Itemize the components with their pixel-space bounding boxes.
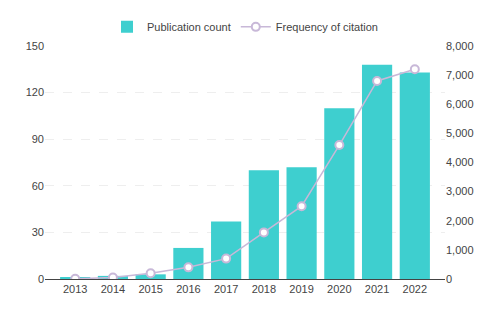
svg-text:2018: 2018 [252, 283, 276, 295]
svg-text:3,000: 3,000 [446, 185, 474, 197]
svg-text:2016: 2016 [176, 283, 200, 295]
svg-text:2022: 2022 [403, 283, 427, 295]
svg-text:2015: 2015 [138, 283, 162, 295]
svg-text:2020: 2020 [327, 283, 351, 295]
svg-text:2014: 2014 [101, 283, 125, 295]
svg-text:1,000: 1,000 [446, 244, 474, 256]
svg-text:2013: 2013 [63, 283, 87, 295]
svg-text:Publication count: Publication count [147, 21, 231, 33]
svg-text:0: 0 [446, 273, 452, 285]
svg-text:150: 150 [26, 40, 44, 52]
svg-text:30: 30 [32, 226, 44, 238]
svg-text:2017: 2017 [214, 283, 238, 295]
svg-text:2,000: 2,000 [446, 215, 474, 227]
svg-text:4,000: 4,000 [446, 156, 474, 168]
svg-text:5,000: 5,000 [446, 127, 474, 139]
svg-text:6,000: 6,000 [446, 98, 474, 110]
svg-text:8,000: 8,000 [446, 40, 474, 52]
svg-text:2021: 2021 [365, 283, 389, 295]
svg-text:Frequency of citation: Frequency of citation [276, 21, 378, 33]
svg-text:60: 60 [32, 180, 44, 192]
svg-text:90: 90 [32, 133, 44, 145]
svg-text:120: 120 [26, 86, 44, 98]
svg-text:0: 0 [38, 273, 44, 285]
svg-text:2019: 2019 [289, 283, 313, 295]
svg-text:7,000: 7,000 [446, 69, 474, 81]
